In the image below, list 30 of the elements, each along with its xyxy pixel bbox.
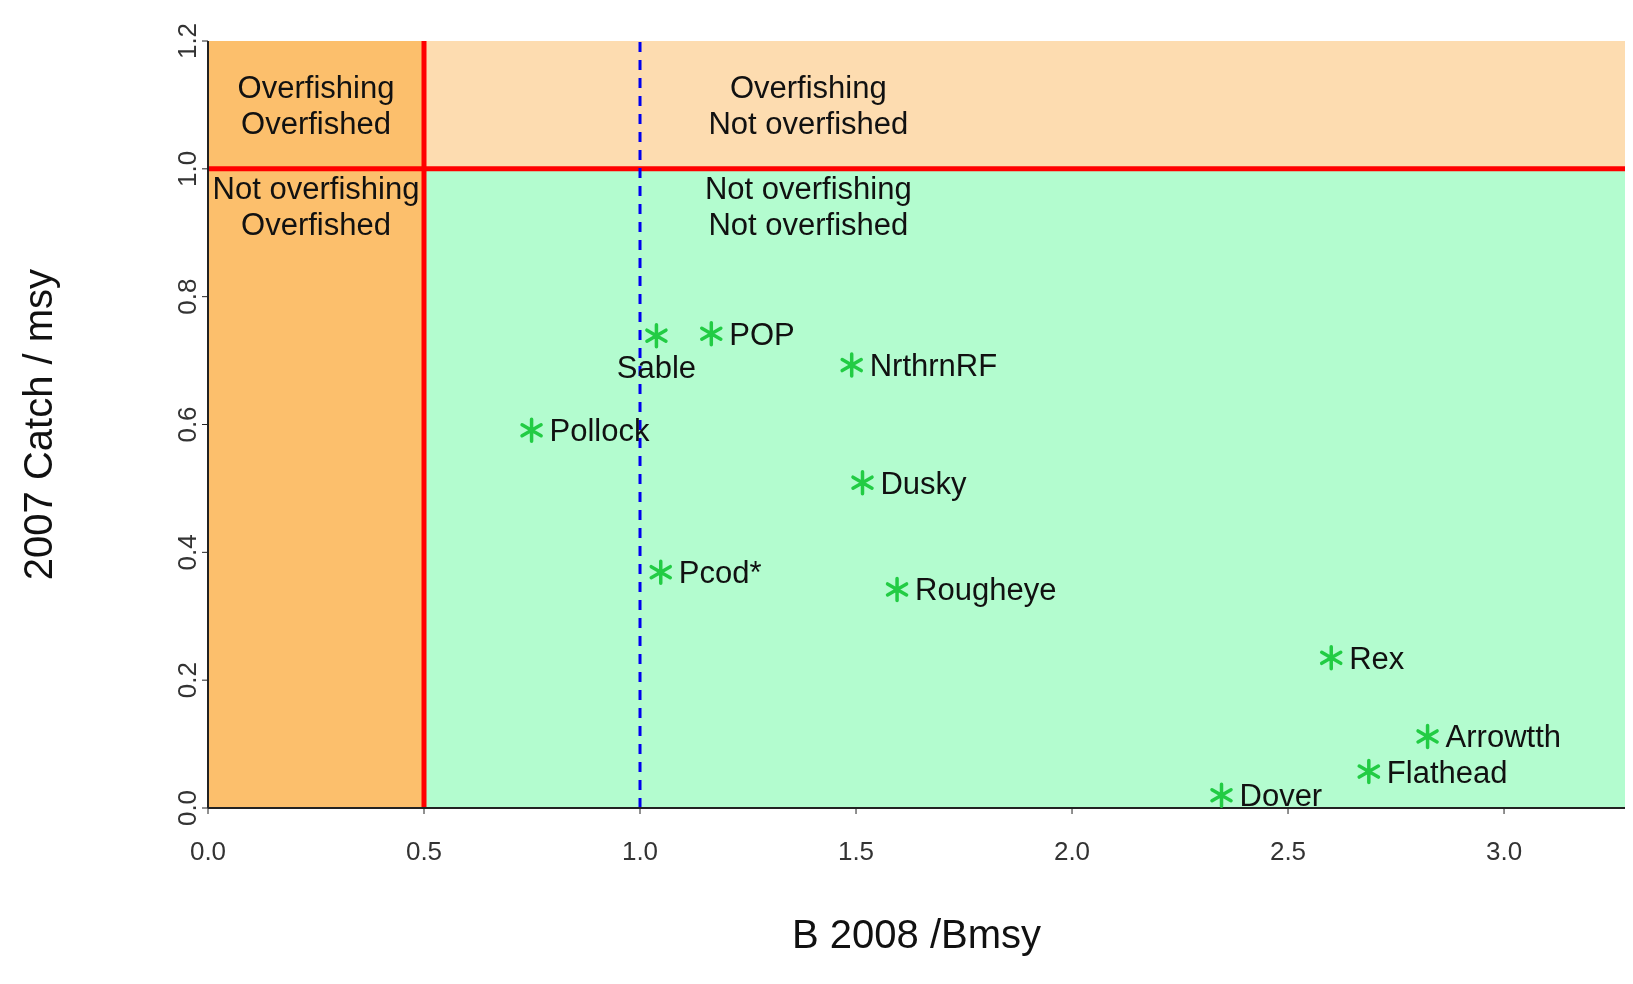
annotation: Rougheye bbox=[915, 572, 1057, 608]
annotation: Overfishing Overfished bbox=[237, 69, 395, 141]
annotation: Not overfishing Not overfished bbox=[704, 170, 912, 242]
annotation: Overfishing Not overfished bbox=[708, 69, 909, 141]
x-axis-title: B 2008 /Bmsy bbox=[791, 912, 1042, 956]
x-tick-label: 0.5 bbox=[405, 836, 443, 866]
y-tick-label: 1.2 bbox=[172, 22, 202, 60]
annotation: Dover bbox=[1239, 778, 1323, 814]
x-tick-label: 2.0 bbox=[1053, 836, 1091, 866]
y-tick-label: 0.6 bbox=[172, 406, 202, 443]
annotation: NrthrnRF bbox=[869, 348, 998, 384]
x-tick-label: 3.0 bbox=[1485, 836, 1523, 866]
y-tick-label: 0.4 bbox=[172, 534, 202, 571]
annotation: Not overfishing Overfished bbox=[212, 170, 420, 242]
x-tick-label: 1.0 bbox=[621, 836, 659, 866]
annotation: Pcod* bbox=[678, 555, 762, 591]
annotation: Dusky bbox=[880, 465, 968, 501]
annotation: Rex bbox=[1349, 640, 1405, 676]
annotation: Arrowtth bbox=[1445, 719, 1561, 755]
y-tick-label: 1.0 bbox=[172, 150, 202, 187]
annotation: Sable bbox=[616, 349, 697, 385]
y-tick-label: 0.8 bbox=[172, 278, 202, 315]
y-tick-label: 0.2 bbox=[172, 662, 202, 699]
annotation: POP bbox=[729, 316, 795, 352]
y-axis-title: 2007 Catch / msy bbox=[16, 268, 61, 581]
y-tick-label: 0.0 bbox=[172, 789, 202, 827]
x-tick-label: 2.5 bbox=[1269, 836, 1307, 866]
annotation: Pollock bbox=[549, 413, 651, 449]
annotation: Flathead bbox=[1386, 754, 1508, 790]
x-tick-label: 1.5 bbox=[837, 836, 875, 866]
